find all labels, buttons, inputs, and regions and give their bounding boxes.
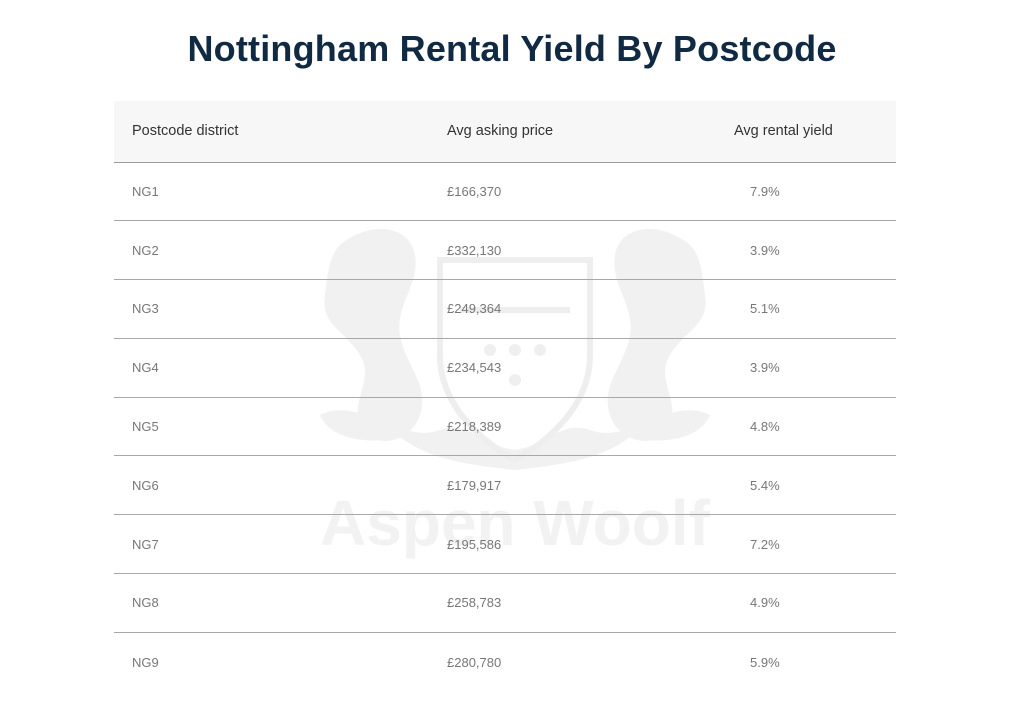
price-cell: £249,364 xyxy=(447,279,717,339)
price-cell: £166,370 xyxy=(447,162,717,222)
postcode-cell: NG9 xyxy=(132,654,159,670)
yield-cell: 7.2% xyxy=(717,514,896,575)
table-row: NG5 £218,389 4.8% xyxy=(114,397,896,457)
rental-yield-table: Postcode district Avg asking price Avg r… xyxy=(114,101,896,691)
table-row: NG4 £234,543 3.9% xyxy=(114,338,896,398)
yield-cell: 4.8% xyxy=(717,397,896,457)
postcode-cell: NG8 xyxy=(114,573,447,633)
yield-cell: 3.9% xyxy=(717,220,896,281)
table-row: NG9 £280,780 5.9% xyxy=(114,632,896,691)
price-cell: £332,130 xyxy=(447,220,717,281)
postcode-cell: NG5 xyxy=(114,397,447,457)
postcode-cell: NG4 xyxy=(114,338,447,398)
header-avg-asking-price: Avg asking price xyxy=(447,101,717,163)
postcode-cell: NG3 xyxy=(114,279,447,339)
page-title: Nottingham Rental Yield By Postcode xyxy=(187,28,837,69)
price-cell: £195,586 xyxy=(447,514,717,575)
price-cell: £218,389 xyxy=(447,397,717,457)
postcode-cell: NG7 xyxy=(114,514,447,575)
postcode-cell: NG1 xyxy=(114,162,447,222)
postcode-cell: NG6 xyxy=(114,455,447,516)
header-avg-rental-yield: Avg rental yield xyxy=(717,101,896,163)
table-row: NG8 £258,783 4.9% xyxy=(114,573,896,633)
price-cell: £234,543 xyxy=(447,338,717,398)
price-cell: £258,783 xyxy=(447,573,717,633)
postcode-cell: NG2 xyxy=(114,220,447,281)
header-postcode-district: Postcode district xyxy=(114,101,447,163)
table-row: NG2 £332,130 3.9% xyxy=(114,220,896,281)
table-row: NG6 £179,917 5.4% xyxy=(114,455,896,516)
yield-cell: 4.9% xyxy=(717,573,896,633)
table-row: NG1 £166,370 7.9% xyxy=(114,162,896,222)
yield-cell: 5.1% xyxy=(717,279,896,339)
table-row: NG3 £249,364 5.1% xyxy=(114,279,896,339)
price-cell: £179,917 xyxy=(447,455,717,516)
yield-cell: 5.4% xyxy=(717,455,896,516)
table-row: NG7 £195,586 7.2% xyxy=(114,514,896,575)
table-header-row: Postcode district Avg asking price Avg r… xyxy=(114,101,896,163)
rental-yield-table-container: Postcode district Avg asking price Avg r… xyxy=(114,101,896,691)
price-cell: £280,780 xyxy=(447,654,502,670)
yield-cell: 3.9% xyxy=(717,338,896,398)
yield-cell: 5.9% xyxy=(750,654,780,670)
yield-cell: 7.9% xyxy=(717,162,896,222)
